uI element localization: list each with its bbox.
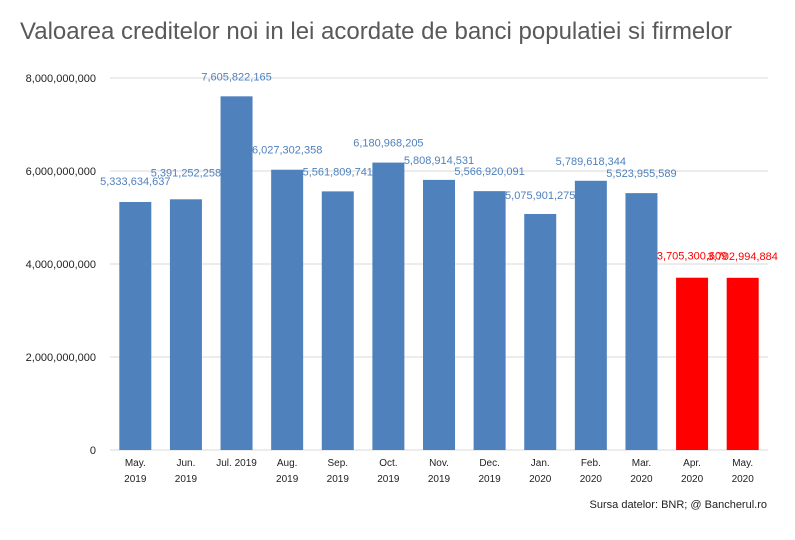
data-label: 3,705,300,609 bbox=[657, 251, 727, 263]
data-label: 5,566,920,091 bbox=[454, 166, 524, 178]
x-tick-label: 2019 bbox=[428, 474, 451, 485]
x-tick-label: Mar. bbox=[632, 458, 651, 469]
bar bbox=[321, 191, 354, 450]
y-tick-label: 8,000,000,000 bbox=[26, 73, 96, 85]
x-tick-label: Jan. bbox=[531, 458, 550, 469]
data-label: 5,561,809,741 bbox=[303, 166, 373, 178]
bar bbox=[271, 169, 304, 450]
x-tick-label: 2020 bbox=[681, 474, 704, 485]
x-tick-label: 2020 bbox=[529, 474, 552, 485]
data-label: 5,391,252,258 bbox=[151, 167, 221, 179]
x-tick-label: Jun. bbox=[176, 458, 195, 469]
data-label: 5,523,955,589 bbox=[606, 168, 676, 180]
x-tick-label: 2019 bbox=[377, 474, 400, 485]
x-tick-label: 2020 bbox=[630, 474, 653, 485]
data-label: 5,333,634,637 bbox=[100, 176, 170, 188]
data-label: 7,605,822,165 bbox=[201, 71, 271, 83]
bar bbox=[473, 191, 506, 450]
x-tick-label: 2019 bbox=[175, 474, 198, 485]
bar bbox=[676, 277, 709, 450]
bar bbox=[726, 277, 759, 450]
data-label: 5,808,914,531 bbox=[404, 155, 474, 167]
bar bbox=[423, 179, 455, 450]
y-tick-label: 4,000,000,000 bbox=[26, 259, 96, 271]
x-tick-label: Sep. bbox=[327, 458, 348, 469]
x-tick-label: 2020 bbox=[732, 474, 755, 485]
x-tick-label: 2019 bbox=[478, 474, 501, 485]
x-tick-label: Aug. bbox=[277, 458, 298, 469]
x-tick-label: Jul. 2019 bbox=[216, 458, 257, 469]
bar bbox=[220, 96, 253, 450]
x-tick-label: 2020 bbox=[580, 474, 603, 485]
x-tick-label: 2019 bbox=[276, 474, 299, 485]
data-label: 5,075,901,275 bbox=[505, 190, 575, 202]
data-label: 6,027,302,358 bbox=[252, 145, 322, 157]
bar bbox=[625, 193, 658, 451]
x-tick-label: Oct. bbox=[379, 458, 397, 469]
x-tick-label: Apr. bbox=[683, 458, 701, 469]
bar bbox=[119, 201, 152, 450]
bar bbox=[169, 199, 202, 450]
data-label: 6,180,968,205 bbox=[353, 138, 423, 150]
y-tick-label: 2,000,000,000 bbox=[26, 352, 96, 364]
data-label: 3,702,994,884 bbox=[708, 251, 778, 263]
x-tick-label: 2019 bbox=[124, 474, 147, 485]
y-tick-label: 0 bbox=[90, 445, 96, 457]
x-tick-label: Dec. bbox=[479, 458, 500, 469]
x-tick-label: 2019 bbox=[327, 474, 350, 485]
source-note: Sursa datelor: BNR; @ Bancherul.ro bbox=[589, 499, 767, 511]
bar bbox=[524, 213, 557, 450]
data-label: 5,789,618,344 bbox=[556, 156, 626, 168]
x-tick-label: May. bbox=[732, 458, 753, 469]
bar bbox=[372, 162, 405, 451]
chart-title: Valoarea creditelor noi in lei acordate … bbox=[20, 18, 732, 45]
y-tick-label: 6,000,000,000 bbox=[26, 166, 96, 178]
x-tick-label: May. bbox=[125, 458, 146, 469]
bar bbox=[574, 180, 607, 450]
x-tick-label: Nov. bbox=[429, 458, 449, 469]
x-tick-label: Feb. bbox=[581, 458, 601, 469]
